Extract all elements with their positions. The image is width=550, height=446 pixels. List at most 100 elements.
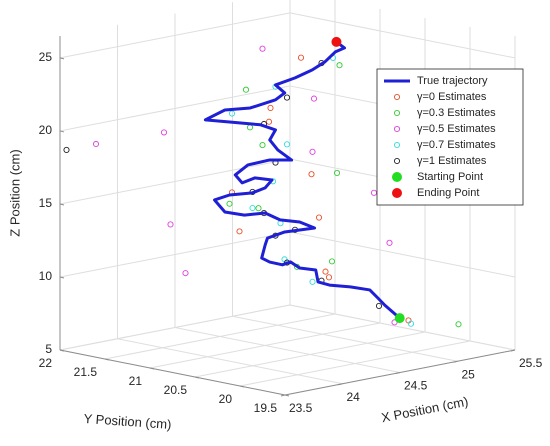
z-tick-label: 10	[39, 269, 53, 283]
estimate-point	[310, 95, 318, 102]
x-tick	[338, 383, 343, 386]
y-tick	[239, 385, 245, 388]
estimate-point	[160, 129, 168, 136]
legend-swatch	[393, 93, 401, 101]
estimate-point	[182, 270, 189, 277]
estimate-point	[407, 320, 415, 327]
legend-label: γ=0.7 Estimates	[417, 139, 496, 151]
estimate-point	[92, 140, 100, 148]
legend-swatch	[393, 125, 401, 133]
z-tick	[59, 276, 65, 279]
y-tick	[104, 358, 110, 361]
legend-label: γ=1 Estimates	[417, 155, 487, 167]
estimate-point	[336, 62, 343, 69]
grid-line	[289, 304, 516, 351]
estimate-point	[322, 268, 329, 275]
estimate-point	[309, 148, 316, 155]
estimate-point	[267, 104, 274, 111]
legend-swatch	[393, 141, 401, 149]
estimate-point	[283, 141, 291, 148]
estimate-point	[333, 169, 341, 177]
grid-line	[239, 340, 471, 387]
estimate-point	[455, 321, 462, 328]
estimate-point	[386, 239, 393, 246]
legend-label: γ=0.5 Estimates	[417, 123, 496, 135]
grid-line	[104, 313, 336, 360]
trajectory-line	[203, 40, 401, 320]
z-tick-label: 25	[39, 50, 53, 64]
marker-point	[331, 36, 342, 47]
x-tick	[395, 372, 401, 374]
estimate-point	[308, 171, 315, 178]
legend-label: Ending Point	[417, 187, 479, 199]
z-tick-label: 20	[39, 123, 53, 137]
grid-line	[59, 304, 291, 351]
estimate-point	[325, 274, 333, 281]
grid-line	[289, 231, 516, 278]
x-tick-label: 25.5	[519, 356, 543, 370]
z-tick	[59, 57, 65, 60]
y-tick-label: 20.5	[164, 383, 188, 397]
grid-line	[149, 322, 381, 369]
marker-point	[394, 313, 405, 324]
grid-line	[174, 327, 401, 373]
legend-box	[376, 68, 524, 206]
legend-label: γ=0 Estimates	[417, 91, 487, 103]
x-tick-label: 24.5	[404, 379, 428, 393]
grid-line	[59, 12, 291, 59]
estimate-point	[315, 214, 323, 221]
legend-label: True trajectory	[417, 75, 488, 87]
y-tick-label: 21	[129, 374, 143, 388]
estimate-point	[265, 118, 273, 125]
y-tick	[149, 367, 155, 370]
z-tick	[59, 130, 65, 133]
estimate-point	[255, 205, 262, 212]
estimate-point	[242, 86, 250, 93]
y-tick	[194, 376, 200, 379]
estimate-point	[259, 45, 266, 52]
y-tick-label: 22	[39, 356, 53, 370]
grid-line	[289, 12, 516, 59]
x-tick	[453, 360, 458, 363]
estimate-point	[375, 302, 383, 309]
estimate-point	[226, 200, 233, 207]
grid-line	[59, 231, 291, 278]
x-tick-label: 25	[462, 367, 476, 381]
grid-line	[59, 85, 291, 132]
grid-line	[194, 331, 426, 378]
y-tick-label: 20	[219, 392, 233, 406]
legend-swatch	[393, 157, 401, 165]
estimate-point	[167, 221, 174, 228]
z-tick-label: 15	[39, 196, 53, 210]
estimate-point	[283, 94, 291, 101]
y-axis-label: Y Position (cm)	[83, 411, 172, 432]
estimate-point	[309, 278, 316, 285]
y-tick	[284, 394, 290, 397]
x-tick-label: 24	[347, 390, 361, 404]
legend-swatch	[393, 109, 401, 117]
z-tick	[59, 203, 65, 206]
legend-swatch	[392, 188, 402, 198]
legend-label: Starting Point	[417, 171, 483, 183]
x-tick-label: 23.5	[289, 401, 313, 415]
estimate-point	[236, 228, 243, 235]
grid-line	[117, 338, 343, 385]
estimate-point	[249, 204, 256, 212]
legend-swatch	[392, 172, 402, 182]
grid-line	[232, 315, 458, 362]
x-tick	[280, 394, 286, 397]
estimate-point	[297, 54, 305, 61]
legend-label: γ=0.3 Estimates	[417, 107, 496, 119]
estimate-point	[328, 258, 336, 265]
grid-line	[59, 158, 291, 205]
z-tick	[59, 349, 65, 352]
y-tick-label: 21.5	[74, 365, 98, 379]
y-tick-label: 19.5	[254, 401, 278, 415]
estimate-point	[63, 146, 70, 153]
z-axis-label: Z Position (cm)	[7, 149, 22, 236]
x-tick	[510, 349, 516, 352]
estimate-point	[259, 142, 266, 149]
z-tick-label: 5	[45, 342, 52, 356]
